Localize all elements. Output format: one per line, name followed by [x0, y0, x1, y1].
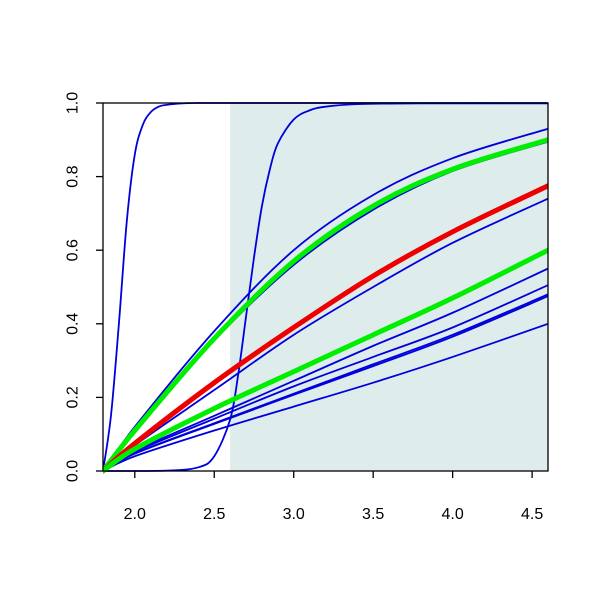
y-tick-label: 0.0: [65, 460, 82, 482]
series-line-3: [103, 127, 548, 472]
series-line-13: [103, 322, 548, 472]
y-tick-label: 1.0: [65, 92, 82, 114]
series-line-6: [103, 183, 548, 474]
y-tick-label: 0.2: [65, 386, 82, 408]
y-tick-label: 0.8: [65, 165, 82, 187]
series-line-2: [103, 102, 548, 472]
y-tick-label: 0.4: [65, 313, 82, 335]
series-line-12: [103, 295, 548, 472]
x-tick-label: 4.5: [521, 506, 543, 523]
y-tick-label: 0.6: [65, 239, 82, 261]
x-tick-label: 3.0: [283, 506, 305, 523]
series-line-8: [103, 247, 548, 474]
series-line-10: [103, 284, 548, 472]
series-group: [103, 102, 548, 474]
plot-area: [230, 103, 548, 471]
x-tick-label: 2.5: [203, 506, 225, 523]
series-line-4: [103, 137, 548, 474]
x-tick-label: 3.5: [362, 506, 384, 523]
x-tick-label: 4.0: [442, 506, 464, 523]
plot-frame: [102, 102, 549, 472]
shaded-region: [230, 103, 548, 471]
axes-group: 2.0 2.5 3.0 3.5 4.0 4.5 0.0 0.2 0.4 0.6 0.8 1.0: [65, 92, 549, 523]
x-tick-label: 2.0: [124, 506, 146, 523]
